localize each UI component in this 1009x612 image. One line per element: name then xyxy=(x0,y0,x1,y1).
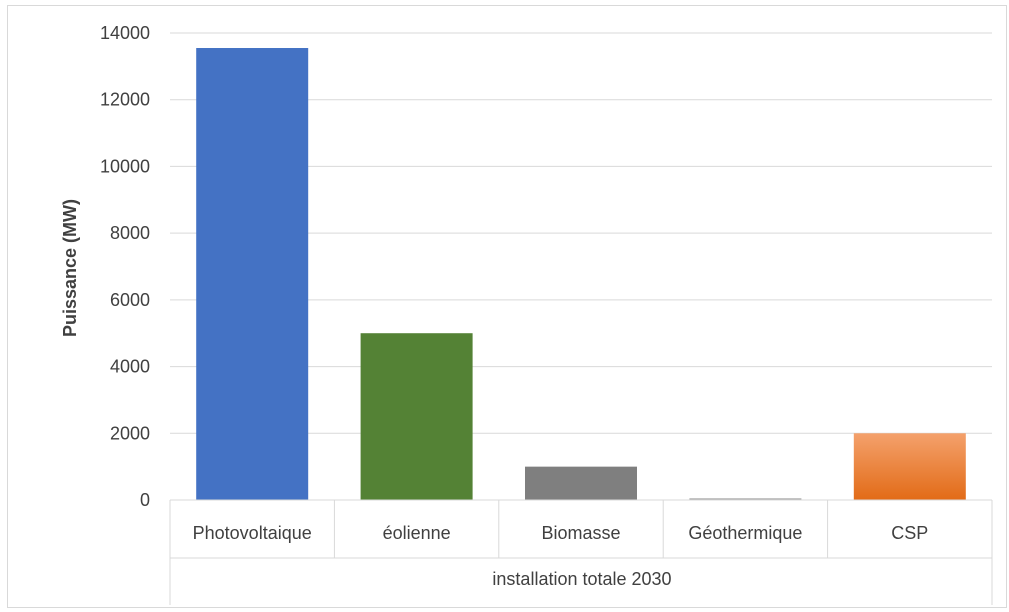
x-axis-label: installation totale 2030 xyxy=(492,569,671,589)
y-tick-label: 8000 xyxy=(110,223,150,243)
x-tick-label: éolienne xyxy=(383,523,451,543)
bar-csp xyxy=(853,433,966,500)
x-tick-label: Photovoltaique xyxy=(193,523,312,543)
y-tick-label: 4000 xyxy=(110,357,150,377)
chart-frame xyxy=(7,5,1007,608)
bars xyxy=(196,48,966,501)
y-tick-label: 14000 xyxy=(100,23,150,43)
y-tick-label: 10000 xyxy=(100,156,150,176)
bar-biomasse xyxy=(525,466,637,500)
y-axis-label: Puissance (MW) xyxy=(60,199,80,337)
y-tick-label: 0 xyxy=(140,490,150,510)
y-tick-label: 2000 xyxy=(110,423,150,443)
bar-géothermique xyxy=(689,498,802,500)
x-axis: Photovoltaique éolienne Biomasse Géothermiq… xyxy=(169,499,993,605)
y-axis-ticks: 0 2000 4000 6000 8000 10000 12000 14000 xyxy=(100,23,150,510)
x-tick-label: CSP xyxy=(891,523,928,543)
bar-photovoltaique xyxy=(196,48,309,501)
y-tick-label: 6000 xyxy=(110,290,150,310)
x-tick-label: Géothermique xyxy=(688,523,802,543)
x-tick-label: Biomasse xyxy=(541,523,620,543)
y-tick-label: 12000 xyxy=(100,90,150,110)
bar-éolienne xyxy=(360,333,473,500)
